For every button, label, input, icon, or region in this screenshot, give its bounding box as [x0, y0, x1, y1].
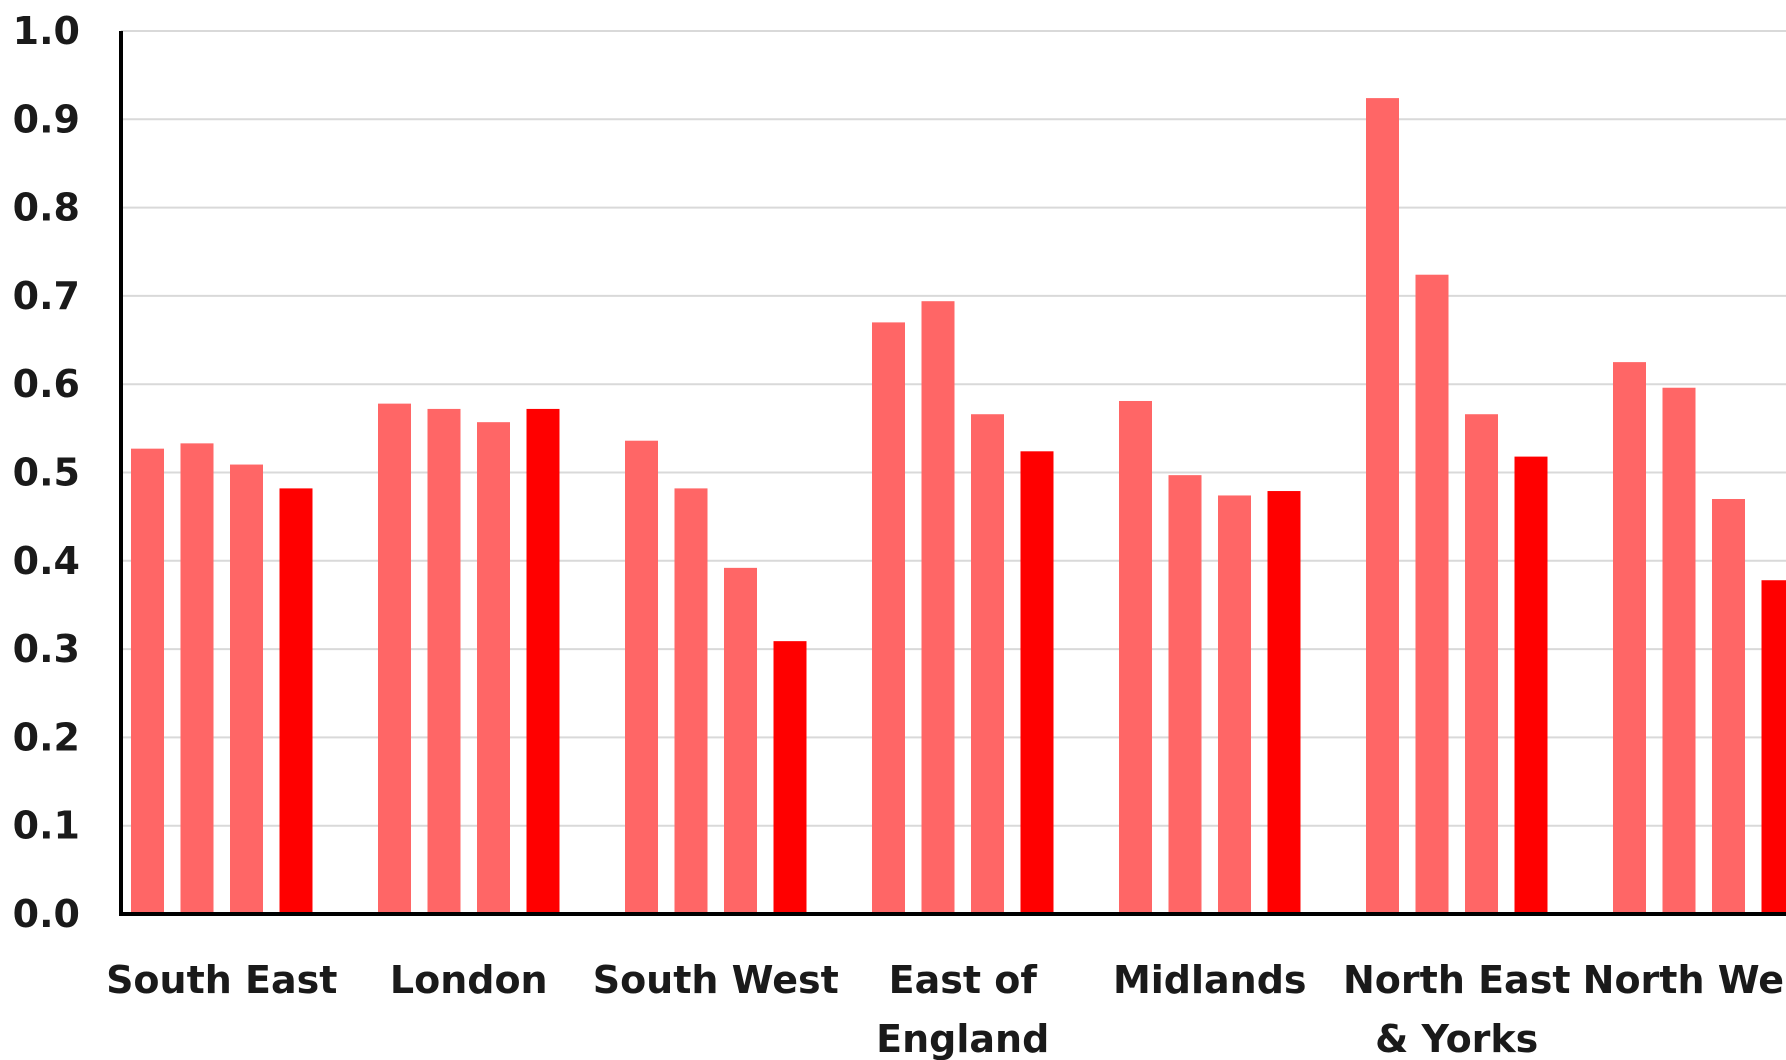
x-category-label: London — [390, 958, 548, 1002]
bar-0-2 — [230, 464, 263, 914]
y-tick-label: 1.0 — [13, 9, 80, 53]
bar-5-1 — [1415, 274, 1449, 914]
bar-2-0 — [625, 440, 658, 914]
x-category-label: South East — [106, 958, 337, 1002]
bar-2-3 — [773, 641, 807, 914]
bar-0-0 — [131, 448, 164, 914]
y-tick-label: 0.9 — [13, 97, 80, 141]
bar-1-2 — [477, 422, 510, 914]
y-tick-label: 0.0 — [13, 892, 80, 936]
bar-1-1 — [427, 408, 461, 914]
bar-3-3 — [1020, 451, 1054, 914]
bar-4-0 — [1119, 400, 1152, 914]
y-tick-label: 0.8 — [13, 186, 80, 230]
bar-3-1 — [921, 301, 955, 914]
bar-3-0 — [872, 322, 905, 914]
x-category-label: East of — [889, 958, 1038, 1002]
x-category-label: North East — [1343, 958, 1570, 1002]
y-tick-label: 0.3 — [13, 627, 80, 671]
bar-6-1 — [1662, 387, 1696, 914]
bar-1-3 — [526, 408, 560, 914]
bar-3-2 — [971, 414, 1004, 914]
x-category-label: England — [876, 1017, 1049, 1060]
bar-1-0 — [378, 403, 411, 914]
y-tick-label: 0.2 — [13, 715, 80, 759]
bar-0-3 — [279, 488, 313, 914]
y-tick-label: 0.4 — [13, 539, 80, 583]
y-tick-label: 0.1 — [13, 804, 80, 848]
bar-2-2 — [724, 567, 757, 914]
bar-4-3 — [1267, 491, 1301, 914]
bars — [131, 98, 1786, 914]
x-axis-category-labels: South East London South West East of England… — [106, 958, 1786, 1060]
x-category-label: & Yorks — [1375, 1017, 1538, 1060]
y-tick-label: 0.7 — [13, 274, 80, 318]
x-category-label: South West — [593, 958, 839, 1002]
bar-5-3 — [1514, 456, 1548, 914]
bar-0-1 — [180, 443, 214, 914]
x-category-label: Midlands — [1113, 958, 1307, 1002]
bar-6-3 — [1761, 580, 1786, 914]
bar-5-0 — [1366, 98, 1399, 914]
bar-4-1 — [1168, 475, 1202, 914]
y-axis-tick-labels: 0.0 0.1 0.2 0.3 0.4 0.5 0.6 0.7 0.8 0.9 1.0 — [13, 9, 80, 936]
y-tick-label: 0.6 — [13, 362, 80, 406]
bar-4-2 — [1218, 495, 1251, 914]
bar-6-0 — [1613, 362, 1646, 914]
axes — [119, 31, 1786, 916]
x-category-label: North West — [1583, 958, 1786, 1002]
bar-6-2 — [1712, 498, 1745, 914]
bar-5-2 — [1465, 414, 1498, 914]
bar-2-1 — [674, 488, 708, 914]
y-tick-label: 0.5 — [13, 451, 80, 495]
